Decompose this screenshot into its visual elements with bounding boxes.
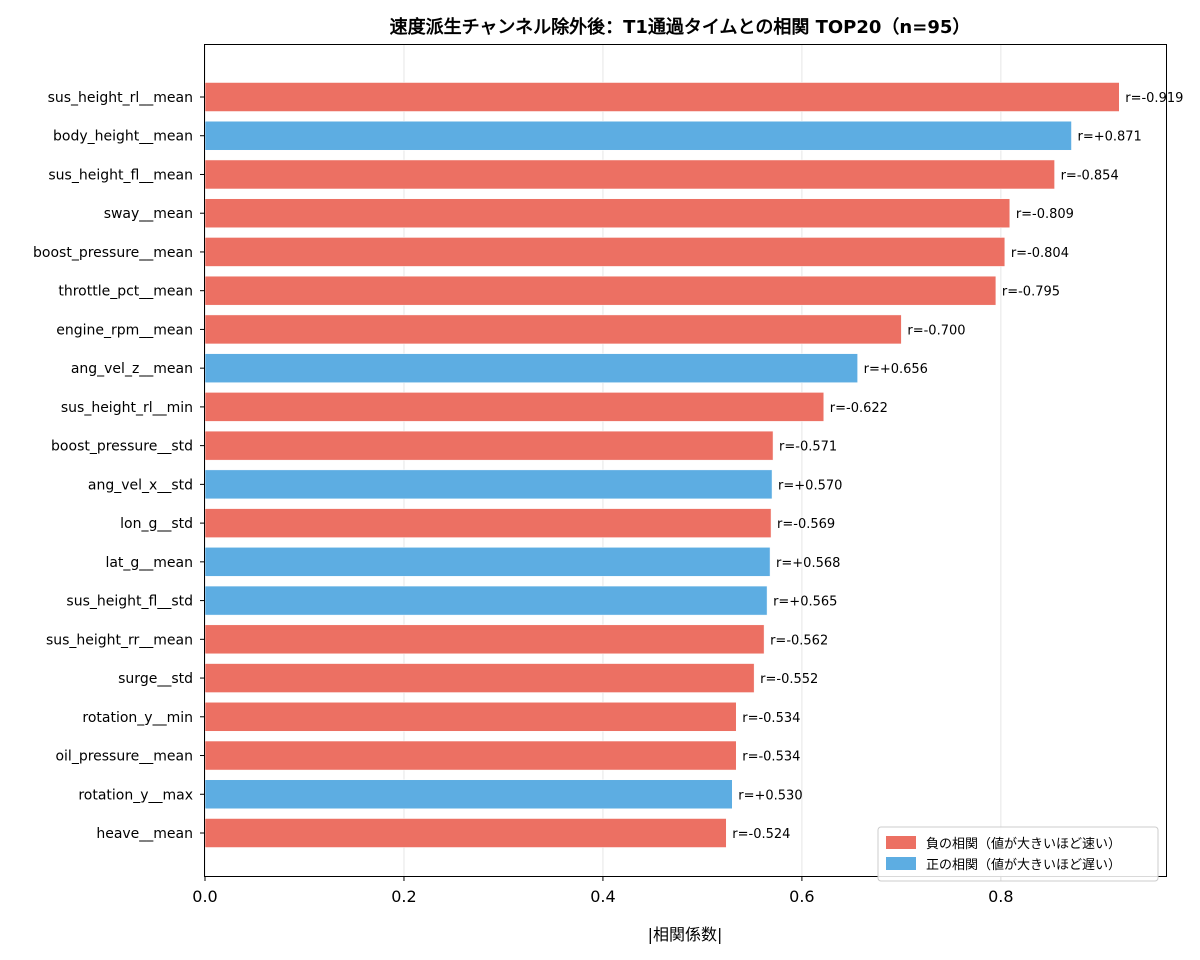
data-label: r=-0.571: [779, 440, 837, 455]
data-label: r=-0.552: [760, 672, 818, 687]
bar: [204, 159, 1055, 190]
bar: [204, 547, 771, 577]
data-label: r=-0.569: [777, 517, 835, 532]
data-label: r=-0.534: [742, 711, 800, 726]
y-tick-label: ang_vel_z__mean: [71, 361, 193, 377]
bars: [204, 82, 1120, 848]
y-tick-label: rotation_y__max: [78, 787, 193, 803]
x-axis-label: |相関係数|: [648, 925, 723, 944]
data-label: r=+0.570: [778, 478, 842, 493]
x-tick-label: 0.4: [590, 887, 615, 906]
data-label: r=-0.524: [732, 827, 790, 842]
y-tick-label: heave__mean: [96, 826, 193, 842]
data-labels: r=-0.919 r=+0.871 r=-0.854 r=-0.809 r=-0.804…: [732, 91, 1183, 842]
data-label: r=-0.562: [770, 633, 828, 648]
y-tick-label: ang_vel_x__std: [88, 477, 193, 493]
data-label: r=-0.919: [1125, 91, 1183, 106]
x-axis: 0.0 0.2 0.4 0.6 0.8: [192, 876, 1014, 906]
y-tick-label: sus_height_rr__mean: [46, 632, 193, 648]
bar: [204, 508, 772, 538]
bar: [204, 663, 755, 693]
x-tick-label: 0.0: [192, 887, 217, 906]
y-tick-label: surge__std: [118, 671, 193, 687]
y-tick-label: oil_pressure__mean: [55, 749, 193, 765]
y-tick-label: lon_g__std: [120, 516, 193, 532]
data-label: r=+0.568: [776, 556, 840, 571]
y-tick-label: lat_g__mean: [105, 555, 193, 571]
bar: [204, 585, 768, 616]
data-label: r=-0.700: [907, 323, 965, 338]
x-tick-label: 0.6: [789, 887, 814, 906]
legend: 負の相関（値が大きいほど速い） 正の相関（値が大きいほど遅い）: [877, 826, 1159, 882]
bar: [204, 818, 727, 848]
data-label: r=-0.534: [742, 750, 800, 765]
bar: [204, 740, 737, 771]
data-label: r=+0.565: [773, 595, 837, 610]
data-label: r=+0.530: [738, 788, 802, 803]
bar: [204, 198, 1011, 228]
x-tick-label: 0.2: [391, 887, 416, 906]
legend-box: [877, 826, 1159, 882]
y-tick-label: body_height__mean: [53, 129, 193, 145]
bar: [204, 314, 902, 345]
bar: [204, 82, 1120, 112]
bar: [204, 353, 858, 383]
data-label: r=+0.871: [1077, 130, 1141, 145]
data-label: r=-0.622: [830, 401, 888, 416]
y-tick-label: engine_rpm__mean: [56, 322, 193, 338]
y-tick-label: sus_height_fl__std: [66, 594, 193, 610]
x-tick-label: 0.8: [988, 887, 1013, 906]
bar: [204, 624, 765, 655]
y-tick-label: boost_pressure__std: [51, 439, 193, 455]
y-tick-label: sus_height_fl__mean: [48, 167, 193, 183]
plot-frame: [204, 44, 1167, 877]
legend-swatch: [886, 836, 916, 849]
y-tick-label: sus_height_rl__min: [61, 400, 193, 416]
y-tick-label: sway__mean: [104, 206, 193, 222]
chart-title: 速度派生チャンネル除外後：T1通過タイムとの相関 TOP20（n=95）: [390, 16, 971, 38]
legend-label: 正の相関（値が大きいほど遅い）: [926, 857, 1121, 873]
y-tick-labels: sus_height_rl__mean body_height__mean sus_…: [33, 90, 205, 842]
bar: [204, 392, 825, 422]
bar: [204, 779, 733, 810]
y-tick-label: boost_pressure__mean: [33, 245, 193, 261]
bar: [204, 702, 737, 732]
bar: [204, 275, 997, 306]
legend-label: 負の相関（値が大きいほど速い）: [926, 836, 1121, 852]
bar: [204, 469, 773, 500]
data-label: r=-0.804: [1011, 246, 1069, 261]
bar: [204, 237, 1006, 267]
y-tick-label: sus_height_rl__mean: [48, 90, 193, 106]
bar: [204, 430, 774, 461]
y-tick-label: throttle_pct__mean: [58, 284, 193, 300]
bar: [204, 120, 1072, 151]
data-label: r=+0.656: [864, 362, 928, 377]
data-label: r=-0.809: [1016, 207, 1074, 222]
y-tick-label: rotation_y__min: [82, 710, 193, 726]
legend-swatch: [886, 857, 916, 870]
data-label: r=-0.854: [1061, 168, 1119, 183]
data-label: r=-0.795: [1002, 285, 1060, 300]
